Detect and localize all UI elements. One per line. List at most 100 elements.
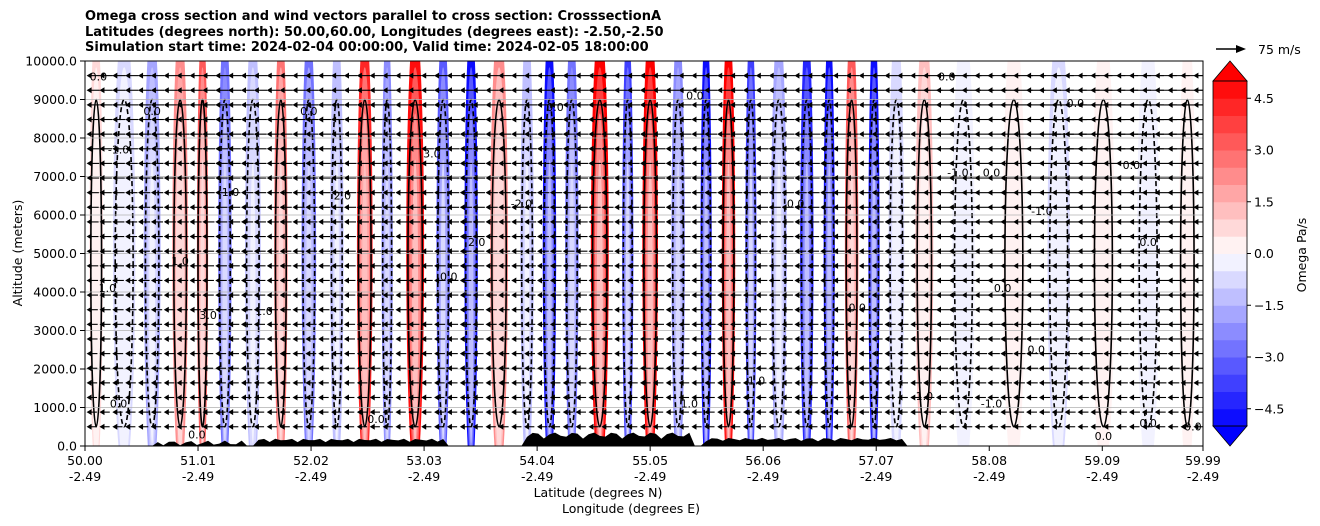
wind-vector-head	[408, 101, 414, 108]
wind-vector-head	[99, 409, 105, 416]
wind-vector	[99, 321, 111, 328]
wind-vector-head	[446, 379, 452, 386]
wind-vector-head	[395, 379, 401, 386]
wind-vector	[241, 87, 255, 94]
wind-vector-head	[125, 277, 131, 284]
wind-vector	[176, 160, 190, 167]
wind-vector-head	[446, 262, 452, 269]
wind-vector	[99, 160, 113, 167]
wind-vector-head	[318, 72, 324, 79]
wind-vector	[434, 145, 447, 152]
wind-vector	[202, 87, 216, 94]
wind-vector	[446, 379, 458, 386]
wind-vector	[99, 409, 110, 416]
wind-vector	[356, 379, 368, 386]
omega-band	[468, 159, 474, 444]
omega-band	[871, 159, 876, 444]
wind-vector	[434, 394, 445, 401]
wind-vector-head	[279, 423, 285, 430]
wind-vector	[292, 101, 306, 108]
omega-band	[849, 159, 854, 444]
wind-vector	[382, 87, 396, 94]
wind-vector-head	[176, 116, 182, 123]
wind-vector	[112, 87, 126, 94]
wind-vector	[279, 321, 291, 328]
wind-vector	[446, 423, 458, 430]
wind-vector	[215, 175, 228, 182]
wind-vector	[279, 101, 293, 108]
wind-vector-head	[356, 131, 362, 138]
wind-vector	[421, 292, 433, 299]
wind-vector	[369, 394, 381, 401]
wind-vector-head	[202, 423, 208, 430]
wind-vector	[99, 116, 113, 123]
wind-vector-head	[241, 394, 247, 401]
wind-vector	[228, 218, 241, 225]
wind-vector-head	[318, 379, 324, 386]
wind-vector	[215, 409, 226, 416]
wind-vector-head	[318, 145, 324, 152]
wind-vector	[369, 233, 382, 240]
wind-vector	[202, 335, 214, 342]
wind-vector	[138, 72, 152, 79]
wind-vector-head	[421, 72, 427, 79]
wind-vector-head	[138, 409, 144, 416]
wind-vector-head	[369, 160, 375, 167]
wind-vector	[343, 409, 355, 416]
wind-vector-head	[408, 145, 414, 152]
wind-vector-head	[382, 72, 388, 79]
wind-vector	[99, 277, 111, 284]
wind-vector	[189, 335, 201, 342]
wind-vector-head	[356, 350, 362, 357]
wind-vector	[446, 409, 458, 416]
wind-vector-head	[189, 350, 195, 357]
wind-vector	[266, 292, 279, 299]
wind-vector	[434, 233, 446, 240]
wind-vector	[163, 87, 178, 94]
wind-vector	[356, 365, 368, 372]
wind-vector-head	[241, 87, 247, 94]
wind-vector	[382, 321, 394, 328]
omega-band	[569, 159, 575, 444]
wind-vector	[86, 262, 99, 269]
wind-vector-head	[331, 306, 337, 313]
wind-vector	[292, 87, 306, 94]
wind-vector	[421, 350, 433, 357]
wind-vector-head	[266, 101, 272, 108]
wind-vector-head	[215, 87, 221, 94]
wind-vector-head	[99, 394, 105, 401]
wind-vector	[112, 335, 124, 342]
wind-vector	[382, 306, 394, 313]
wind-vector-head	[112, 277, 118, 284]
wind-vector	[434, 277, 446, 284]
wind-vector	[150, 72, 165, 79]
wind-vector	[421, 204, 434, 211]
wind-vector-head	[99, 131, 105, 138]
wind-vector	[189, 101, 203, 108]
wind-vector-head	[292, 277, 298, 284]
wind-vector	[408, 335, 420, 342]
wind-vector	[176, 101, 190, 108]
wind-vector	[318, 233, 331, 240]
wind-vector-head	[163, 160, 169, 167]
wind-vector	[318, 292, 330, 299]
wind-vector-head	[356, 379, 362, 386]
wind-vector	[331, 423, 342, 430]
wind-vector	[253, 160, 267, 167]
wind-vector-head	[125, 292, 131, 299]
wind-vector-head	[356, 218, 362, 225]
wind-vector	[86, 379, 98, 386]
wind-vector-head	[446, 423, 452, 430]
wind-vector	[382, 101, 396, 108]
wind-vector-head	[86, 350, 92, 357]
omega-band	[1099, 159, 1108, 444]
wind-vector	[86, 306, 98, 313]
wind-vector	[421, 423, 432, 430]
wind-vector	[112, 306, 124, 313]
wind-vector	[125, 262, 137, 269]
wind-vector-head	[241, 116, 247, 123]
wind-vector-head	[163, 189, 169, 196]
wind-vector	[369, 87, 383, 94]
wind-vector-head	[138, 423, 144, 430]
wind-vector	[343, 394, 355, 401]
